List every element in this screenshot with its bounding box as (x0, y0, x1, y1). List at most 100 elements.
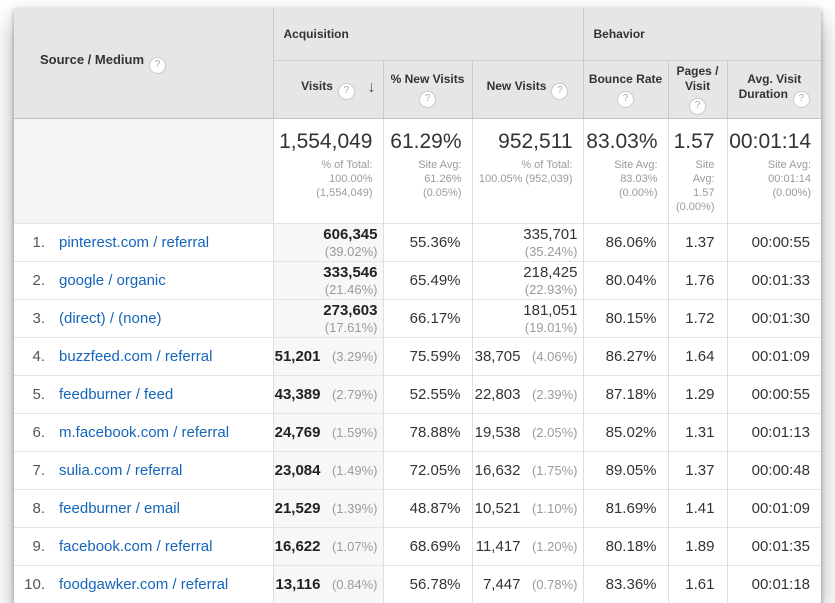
row-rank: 3. (15, 310, 45, 327)
row-rank: 7. (15, 462, 45, 479)
summary-visits-subtext: % of Total:100.00%(1,554,049) (275, 158, 373, 200)
new-visits-percent: (19.01%) (521, 320, 578, 335)
bounce-rate-cell: 87.18% (583, 376, 668, 414)
source-cell: 8. feedburner / email (14, 490, 273, 528)
summary-bounce-rate-subtext: Site Avg:83.03%(0.00%) (585, 158, 658, 200)
summary-new-visits-value: 952,511 (474, 130, 573, 154)
visits-cell: 43,389(2.79%) (273, 376, 383, 414)
new-visits-value: 19,538 (475, 424, 521, 441)
new-visits-cell: 22,803(2.39%) (472, 376, 583, 414)
visits-cell: 24,769(1.59%) (273, 414, 383, 452)
group-header-behavior-label: Behavior (594, 27, 645, 41)
visits-percent: (1.39%) (321, 501, 378, 516)
new-visits-value: 11,417 (476, 538, 521, 555)
source-link[interactable]: foodgawker.com / referral (59, 576, 228, 593)
source-link[interactable]: feedburner / email (59, 500, 180, 517)
help-icon[interactable]: ? (617, 91, 634, 108)
new-visits-cell: 38,705(4.06%) (472, 338, 583, 376)
source-link[interactable]: facebook.com / referral (59, 538, 212, 555)
visits-cell: 606,345(39.02%) (273, 224, 383, 262)
pages-visit-cell: 1.89 (668, 528, 727, 566)
visits-percent: (39.02%) (321, 244, 378, 259)
help-icon[interactable]: ? (551, 83, 568, 100)
summary-pct-new-visits-value: 61.29% (385, 130, 462, 154)
visits-percent: (21.46%) (321, 282, 378, 297)
table-row: 6.m.facebook.com / referral 24,769(1.59%… (14, 414, 821, 452)
help-icon[interactable]: ? (338, 83, 355, 100)
new-visits-cell: 181,051(19.01%) (472, 300, 583, 338)
help-icon[interactable]: ? (793, 91, 810, 108)
source-cell: 6.m.facebook.com / referral (14, 414, 273, 452)
visits-percent: (1.59%) (321, 425, 378, 440)
source-link[interactable]: m.facebook.com / referral (59, 424, 229, 441)
bounce-rate-cell: 86.06% (583, 224, 668, 262)
pages-visit-cell: 1.31 (668, 414, 727, 452)
visits-value: 16,622 (275, 538, 321, 555)
summary-pct-new-visits: 61.29% Site Avg:61.26%(0.05%) (383, 119, 472, 224)
source-link[interactable]: (direct) / (none) (59, 310, 162, 327)
dimension-header[interactable]: Source / Medium? (14, 8, 273, 119)
source-link[interactable]: google / organic (59, 272, 166, 289)
table-row: 9.facebook.com / referral 16,622(1.07%) … (14, 528, 821, 566)
group-header-acquisition-label: Acquisition (284, 27, 349, 41)
summary-pages-visit-value: 1.57 (670, 130, 715, 154)
analytics-table: Source / Medium? Acquisition Behavior Vi… (14, 8, 821, 603)
avg-duration-cell: 00:01:33 (727, 262, 821, 300)
new-visits-percent: (2.05%) (521, 425, 578, 440)
summary-new-visits: 952,511 % of Total:100.05% (952,039) (472, 119, 583, 224)
visits-value: 273,603 (323, 302, 377, 319)
source-link[interactable]: feedburner / feed (59, 386, 173, 403)
row-rank: 1. (15, 234, 45, 251)
summary-bounce-rate: 83.03% Site Avg:83.03%(0.00%) (583, 119, 668, 224)
source-link[interactable]: pinterest.com / referral (59, 234, 209, 251)
new-visits-value: 7,447 (483, 576, 521, 593)
column-header-pct-new-visits[interactable]: % New Visits? (383, 61, 472, 119)
column-header-new-visits-label: New Visits (487, 79, 547, 93)
visits-percent: (17.61%) (321, 320, 378, 335)
new-visits-cell: 335,701(35.24%) (472, 224, 583, 262)
summary-pct-new-visits-subtext: Site Avg:61.26%(0.05%) (385, 158, 462, 200)
column-header-pages-visit-label: Pages / Visit (676, 64, 718, 93)
new-visits-value: 38,705 (475, 348, 521, 365)
pct-new-visits-cell: 52.55% (383, 376, 472, 414)
pct-new-visits-cell: 56.78% (383, 566, 472, 603)
visits-value: 24,769 (275, 424, 321, 441)
help-icon[interactable]: ? (689, 98, 706, 115)
column-header-pages-visit[interactable]: Pages / Visit? (668, 61, 727, 119)
pct-new-visits-cell: 48.87% (383, 490, 472, 528)
new-visits-cell: 19,538(2.05%) (472, 414, 583, 452)
bounce-rate-cell: 89.05% (583, 452, 668, 490)
help-icon[interactable]: ? (419, 91, 436, 108)
source-cell: 1. pinterest.com / referral (14, 224, 273, 262)
bounce-rate-cell: 83.36% (583, 566, 668, 603)
visits-value: 23,084 (275, 462, 321, 479)
avg-duration-cell: 00:01:30 (727, 300, 821, 338)
source-cell: 4.buzzfeed.com / referral (14, 338, 273, 376)
column-header-new-visits[interactable]: New Visits? (472, 61, 583, 119)
column-header-visits[interactable]: Visits? ↓ (273, 61, 383, 119)
summary-avg-duration-subtext: Site Avg:00:01:14(0.00%) (729, 158, 812, 200)
bounce-rate-cell: 80.04% (583, 262, 668, 300)
new-visits-value: 22,803 (475, 386, 521, 403)
new-visits-value: 10,521 (475, 500, 521, 517)
summary-avg-duration-value: 00:01:14 (729, 130, 812, 154)
source-link[interactable]: sulia.com / referral (59, 462, 182, 479)
pages-visit-cell: 1.61 (668, 566, 727, 603)
new-visits-percent: (1.10%) (521, 501, 578, 516)
column-header-bounce-rate[interactable]: Bounce Rate? (583, 61, 668, 119)
help-icon[interactable]: ? (149, 57, 166, 74)
column-header-pct-new-visits-label: % New Visits (391, 72, 465, 86)
source-cell: 7. sulia.com / referral (14, 452, 273, 490)
new-visits-value: 16,632 (475, 462, 521, 479)
visits-cell: 273,603(17.61%) (273, 300, 383, 338)
source-link[interactable]: buzzfeed.com / referral (59, 348, 212, 365)
summary-visits-value: 1,554,049 (275, 130, 373, 154)
summary-avg-duration: 00:01:14 Site Avg:00:01:14(0.00%) (727, 119, 821, 224)
column-header-avg-duration[interactable]: Avg. Visit Duration? (727, 61, 821, 119)
row-rank: 8. (15, 500, 45, 517)
pages-visit-cell: 1.37 (668, 224, 727, 262)
new-visits-cell: 11,417(1.20%) (472, 528, 583, 566)
new-visits-value: 181,051 (523, 302, 577, 319)
avg-duration-cell: 00:01:13 (727, 414, 821, 452)
sort-arrow-icon: ↓ (368, 80, 376, 95)
